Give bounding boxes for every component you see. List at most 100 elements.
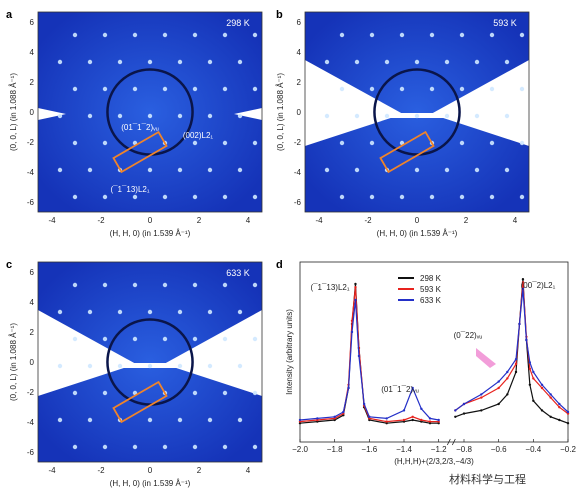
x-tick-label-a: 2 — [197, 216, 202, 225]
peak-label: (0¯22)ᵥᵤ — [454, 331, 483, 340]
intensity-chart — [298, 261, 570, 446]
bragg-peak — [324, 167, 330, 173]
bragg-peak — [192, 444, 198, 450]
bragg-peak — [72, 444, 78, 450]
y-axis-label-b: (0, 0, L) (in 1.088 Å⁻¹) — [276, 73, 285, 151]
bragg-peak — [237, 417, 243, 423]
y-axis-label-c: (0, 0, L) (in 1.088 Å⁻¹) — [9, 323, 18, 401]
watermark: 材料科学与工程 — [446, 470, 529, 488]
data-point — [298, 418, 302, 422]
bragg-peak — [162, 86, 168, 92]
y-tick-label-a: 4 — [30, 48, 35, 57]
data-point — [528, 367, 532, 370]
bragg-peak — [459, 194, 465, 200]
bragg-peak — [459, 140, 465, 146]
bragg-peak — [354, 113, 360, 119]
bragg-peak — [519, 32, 525, 38]
x-axis-label-a: (H, H, 0) (in 1.539 Å⁻¹) — [110, 229, 191, 238]
x-tick-label-a: -4 — [48, 216, 56, 225]
bragg-peak — [87, 167, 93, 173]
temperature-label-c: 633 K — [226, 268, 250, 278]
bragg-peak — [384, 113, 390, 119]
data-point — [514, 370, 518, 374]
y-tick-label-c: 6 — [30, 268, 35, 277]
data-point — [514, 358, 518, 361]
bragg-peak — [222, 282, 228, 288]
bragg-peak — [324, 59, 330, 65]
bragg-peak — [519, 194, 525, 200]
data-point — [497, 380, 500, 383]
data-point — [521, 278, 525, 281]
data-point — [566, 410, 570, 414]
data-point — [316, 417, 319, 420]
bragg-peak — [117, 363, 123, 369]
data-point — [357, 354, 361, 358]
data-point — [528, 383, 532, 386]
bragg-peak — [252, 140, 258, 146]
x-tick-label-b: -2 — [364, 216, 372, 225]
data-point — [497, 386, 500, 390]
bragg-peak — [207, 167, 213, 173]
data-point — [518, 322, 521, 326]
data-point — [480, 393, 483, 396]
panel-letter-d: d — [276, 259, 283, 271]
bragg-peak — [177, 363, 183, 369]
y-tick-label-a: -6 — [27, 198, 35, 207]
bragg-peak — [222, 336, 228, 342]
x-tick-label-d: −0.6 — [491, 445, 507, 454]
data-point — [532, 370, 535, 374]
y-tick-label-c: 0 — [30, 358, 35, 367]
bragg-peak — [57, 167, 63, 173]
blind-region-left — [38, 310, 136, 396]
data-point — [540, 383, 544, 386]
bragg-peak — [192, 194, 198, 200]
bragg-peak — [117, 309, 123, 315]
bragg-peak — [489, 194, 495, 200]
peak-label: (00¯2)L2₁ — [521, 281, 556, 290]
y-tick-label-a: 6 — [30, 18, 35, 27]
data-point — [420, 418, 423, 422]
data-point — [480, 396, 483, 399]
bragg-peak — [252, 390, 258, 396]
bragg-peak — [162, 336, 168, 342]
x-tick-label-d: −1.4 — [396, 445, 412, 454]
data-point — [347, 386, 350, 390]
data-point — [480, 409, 483, 412]
y-tick-label-b: 4 — [297, 48, 302, 57]
bragg-peak — [192, 282, 198, 288]
bragg-peak — [252, 32, 258, 38]
panel-frame — [37, 261, 263, 463]
bragg-peak — [489, 140, 495, 146]
diffraction-panel-b — [304, 11, 530, 213]
highlight-box — [112, 130, 168, 174]
bragg-peak — [414, 167, 420, 173]
bragg-peak — [252, 282, 258, 288]
x-tick-label-c: 4 — [246, 466, 251, 475]
y-tick-label-b: -4 — [294, 168, 302, 177]
y-tick-label-c: 2 — [30, 328, 35, 337]
bragg-peak — [339, 32, 345, 38]
y-tick-label-a: -4 — [27, 168, 35, 177]
data-point — [540, 409, 544, 412]
temperature-label-b: 593 K — [493, 18, 517, 28]
bragg-peak — [177, 113, 183, 119]
bragg-peak — [192, 140, 198, 146]
bragg-peak — [147, 417, 153, 423]
x-axis-label-d: (H,H,H)+(2/3,2/3,−4/3) — [394, 457, 474, 466]
blind-region-left — [38, 108, 66, 120]
data-point — [428, 417, 432, 420]
data-point — [549, 415, 552, 418]
bragg-peak — [399, 86, 405, 92]
bragg-peak — [117, 59, 123, 65]
highlight-box — [379, 130, 435, 174]
bragg-peak — [252, 86, 258, 92]
bragg-peak — [192, 336, 198, 342]
bragg-peak — [57, 309, 63, 315]
bragg-peak — [207, 417, 213, 423]
data-point — [506, 370, 509, 374]
data-point — [549, 396, 552, 399]
bragg-peak — [147, 113, 153, 119]
data-point — [368, 415, 371, 418]
bragg-peak — [57, 417, 63, 423]
bragg-peak — [222, 86, 228, 92]
